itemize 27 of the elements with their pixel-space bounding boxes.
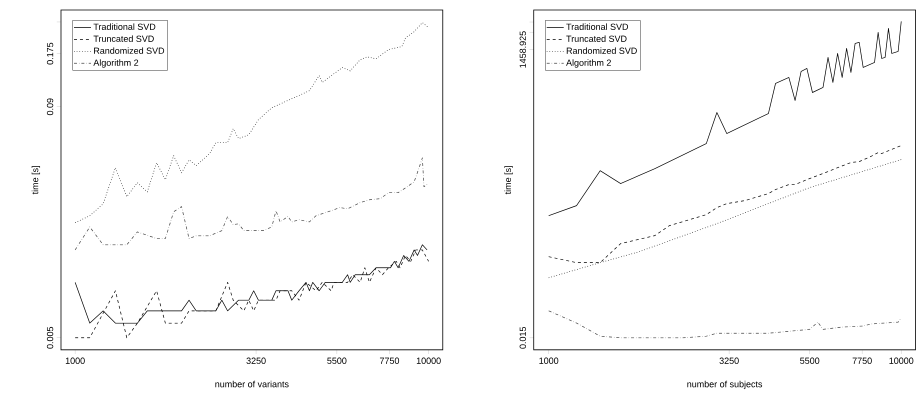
legend-label: Truncated SVD	[566, 35, 627, 42]
x-tick-label: 1000	[539, 358, 558, 364]
y-tick-label: 0.005	[46, 327, 54, 349]
x-tick-label: 3250	[246, 358, 266, 364]
x-axis-title: number of subjects	[687, 380, 762, 390]
y-tick-label: 0.015	[520, 327, 526, 349]
y-axis-title: time [s]	[32, 166, 40, 194]
legend-label: Randomized SVD	[566, 47, 637, 54]
x-tick-label: 10000	[889, 358, 914, 364]
x-tick-label: 7750	[380, 358, 400, 364]
legend-label: Traditional SVD	[94, 23, 156, 30]
x-tick-label: 7750	[852, 358, 872, 364]
y-tick-label: 0.175	[46, 42, 54, 65]
legend-label: Algorithm 2	[93, 59, 138, 68]
y-tick-label: 1458.925	[520, 31, 526, 68]
x-axis-title: number of variants	[215, 380, 289, 388]
legend-label: Traditional SVD	[566, 23, 628, 30]
x-tick-label: 3250	[720, 358, 739, 364]
y-axis-title: time [s]	[504, 166, 513, 194]
legend-label: Randomized SVD	[94, 47, 164, 54]
y-tick-label: 0.09	[46, 98, 54, 116]
x-tick-label: 10000	[416, 358, 441, 364]
x-tick-label: 1000	[66, 358, 85, 364]
x-tick-label: 5500	[327, 358, 346, 364]
legend-label: Truncated SVD	[94, 35, 154, 42]
legend-label: Algorithm 2	[566, 59, 611, 68]
x-tick-label: 5500	[800, 358, 820, 364]
